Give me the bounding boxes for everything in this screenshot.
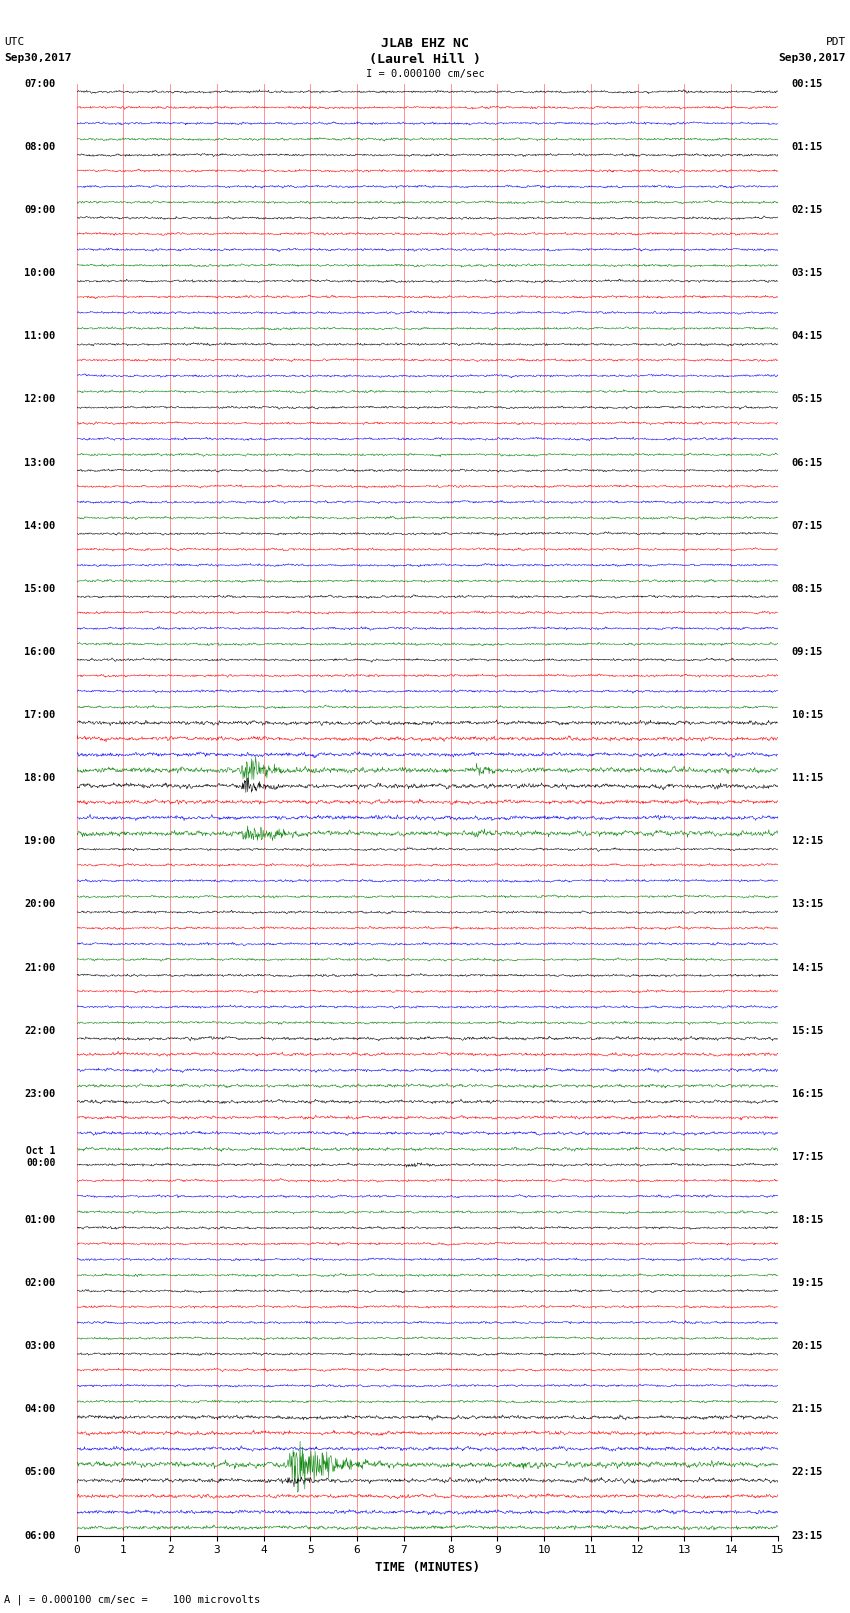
Text: 18:00: 18:00 xyxy=(24,773,55,784)
Text: 06:00: 06:00 xyxy=(24,1531,55,1540)
Text: 09:00: 09:00 xyxy=(24,205,55,215)
Text: Oct 1
00:00: Oct 1 00:00 xyxy=(26,1147,55,1168)
Text: 17:15: 17:15 xyxy=(791,1152,823,1161)
Text: 13:15: 13:15 xyxy=(791,900,823,910)
Text: Sep30,2017: Sep30,2017 xyxy=(4,53,71,63)
Text: 05:15: 05:15 xyxy=(791,395,823,405)
Text: A | = 0.000100 cm/sec =    100 microvolts: A | = 0.000100 cm/sec = 100 microvolts xyxy=(4,1594,260,1605)
Text: 13:00: 13:00 xyxy=(24,458,55,468)
Text: 22:00: 22:00 xyxy=(24,1026,55,1036)
Text: I = 0.000100 cm/sec: I = 0.000100 cm/sec xyxy=(366,69,484,79)
Text: 07:15: 07:15 xyxy=(791,521,823,531)
Text: 06:15: 06:15 xyxy=(791,458,823,468)
Text: 20:00: 20:00 xyxy=(24,900,55,910)
Text: 11:00: 11:00 xyxy=(24,331,55,342)
Text: 17:00: 17:00 xyxy=(24,710,55,719)
Text: 08:15: 08:15 xyxy=(791,584,823,594)
Text: 23:15: 23:15 xyxy=(791,1531,823,1540)
Text: 10:00: 10:00 xyxy=(24,268,55,277)
Text: 18:15: 18:15 xyxy=(791,1215,823,1224)
X-axis label: TIME (MINUTES): TIME (MINUTES) xyxy=(375,1561,479,1574)
Text: 12:15: 12:15 xyxy=(791,836,823,847)
Text: 05:00: 05:00 xyxy=(24,1468,55,1478)
Text: 15:15: 15:15 xyxy=(791,1026,823,1036)
Text: 19:00: 19:00 xyxy=(24,836,55,847)
Text: 20:15: 20:15 xyxy=(791,1342,823,1352)
Text: 16:00: 16:00 xyxy=(24,647,55,656)
Text: 03:00: 03:00 xyxy=(24,1342,55,1352)
Text: 01:15: 01:15 xyxy=(791,142,823,152)
Text: 11:15: 11:15 xyxy=(791,773,823,784)
Text: 21:00: 21:00 xyxy=(24,963,55,973)
Text: UTC: UTC xyxy=(4,37,25,47)
Text: 03:15: 03:15 xyxy=(791,268,823,277)
Text: 15:00: 15:00 xyxy=(24,584,55,594)
Text: 04:15: 04:15 xyxy=(791,331,823,342)
Text: 02:00: 02:00 xyxy=(24,1277,55,1289)
Text: 21:15: 21:15 xyxy=(791,1405,823,1415)
Text: 10:15: 10:15 xyxy=(791,710,823,719)
Text: 04:00: 04:00 xyxy=(24,1405,55,1415)
Text: 23:00: 23:00 xyxy=(24,1089,55,1098)
Text: Sep30,2017: Sep30,2017 xyxy=(779,53,846,63)
Text: 09:15: 09:15 xyxy=(791,647,823,656)
Text: 07:00: 07:00 xyxy=(24,79,55,89)
Text: 02:15: 02:15 xyxy=(791,205,823,215)
Text: 00:15: 00:15 xyxy=(791,79,823,89)
Text: 14:00: 14:00 xyxy=(24,521,55,531)
Text: (Laurel Hill ): (Laurel Hill ) xyxy=(369,53,481,66)
Text: PDT: PDT xyxy=(825,37,846,47)
Text: 01:00: 01:00 xyxy=(24,1215,55,1224)
Text: 12:00: 12:00 xyxy=(24,395,55,405)
Text: 08:00: 08:00 xyxy=(24,142,55,152)
Text: JLAB EHZ NC: JLAB EHZ NC xyxy=(381,37,469,50)
Text: 14:15: 14:15 xyxy=(791,963,823,973)
Text: 19:15: 19:15 xyxy=(791,1277,823,1289)
Text: 22:15: 22:15 xyxy=(791,1468,823,1478)
Text: 16:15: 16:15 xyxy=(791,1089,823,1098)
